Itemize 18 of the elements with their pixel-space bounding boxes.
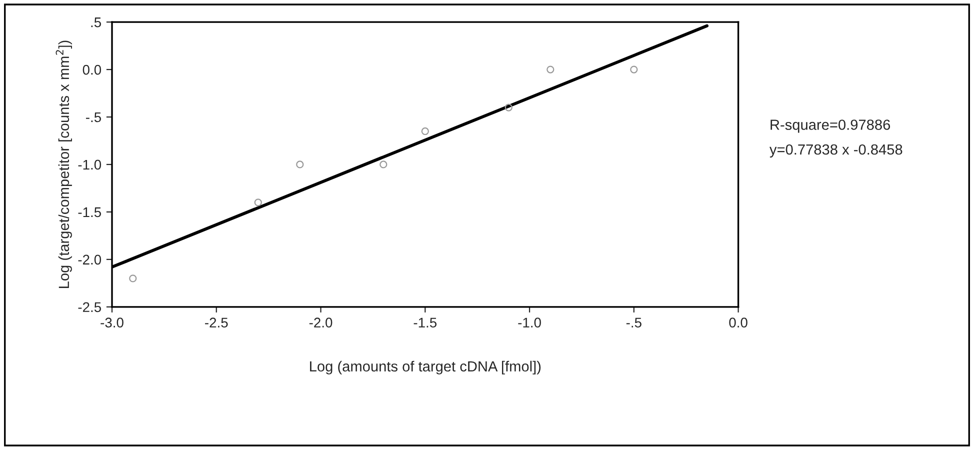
x-tick-label: -1.0 [518, 318, 541, 328]
x-tick-label: -3.0 [100, 318, 124, 328]
y-tick-label: -2.5 [78, 302, 102, 312]
y-tick-label: -2.0 [78, 254, 102, 265]
x-tick-label: -.5 [626, 318, 642, 328]
x-tick-label: -2.0 [309, 318, 332, 328]
x-tick-label: -2.5 [205, 318, 228, 328]
y-tick-label: -1.5 [78, 207, 102, 218]
text: R-square=0.97886 [770, 120, 890, 133]
y-tick-label: -1.0 [78, 160, 102, 170]
x-tick-label: -1.5 [414, 318, 437, 328]
text: y=0.77838 x -0.8458 [769, 144, 902, 158]
y-tick-label: -.5 [86, 112, 102, 122]
x-axis-title: Log (amounts of target cDNA [fmol]) [310, 360, 541, 374]
y-tick-label: .5 [91, 18, 102, 28]
x-tick-label: 0.0 [729, 318, 748, 328]
y-tick-label: 0.0 [82, 64, 102, 75]
y-axis-title: Log (target/competitor [counts x mm$^{2}$]) [56, 40, 72, 288]
